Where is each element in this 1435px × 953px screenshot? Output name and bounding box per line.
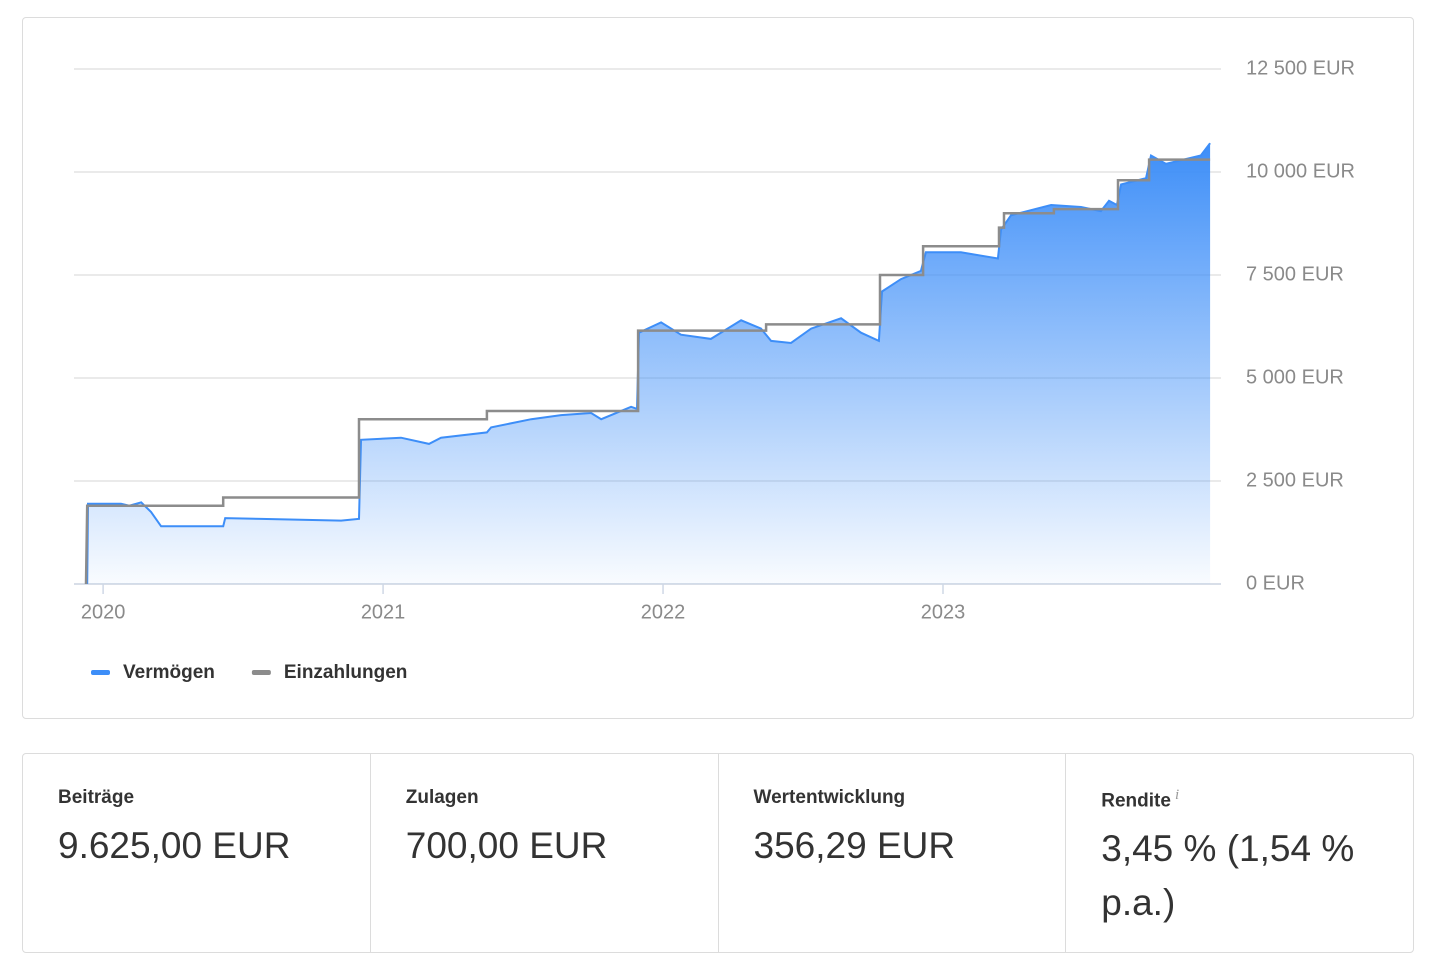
stat-value: 700,00 EUR xyxy=(405,825,608,866)
y-tick-label: 12 500 EUR xyxy=(1246,57,1355,79)
y-tick-label: 2 500 EUR xyxy=(1246,469,1344,491)
legend-swatch xyxy=(251,670,271,675)
y-tick-label: 10 000 EUR xyxy=(1246,160,1355,182)
stat-card: Zulagen 700,00 EUR xyxy=(371,754,719,952)
area xyxy=(87,143,1211,584)
info-icon[interactable]: i xyxy=(1174,787,1180,803)
x-tick-label: 2021 xyxy=(361,601,406,623)
stat-label-text: Rendite xyxy=(1101,790,1171,812)
stat-card: Wertentwicklung 356,29 EUR xyxy=(719,754,1067,952)
y-tick-label: 0 EUR xyxy=(1246,572,1305,594)
stat-value: 356,29 EUR xyxy=(753,825,956,866)
stat-label: Wertentwicklung xyxy=(753,787,906,808)
stat-label: Rendite i xyxy=(1101,787,1413,812)
chart-card: 0 EUR 2 500 EUR 5 000 EUR 7 500 EUR 10 000 E… xyxy=(22,17,1414,719)
stat-card: Rendite i 3,45 % (1,54 % p.a.) xyxy=(1066,754,1413,952)
legend-swatch xyxy=(91,670,110,675)
y-tick-label: 5 000 EUR xyxy=(1246,366,1344,388)
legend-label: Vermögen xyxy=(123,662,215,683)
line xyxy=(86,142,1211,585)
stat-value: 9.625,00 EUR xyxy=(58,825,291,866)
y-tick-label: 7 500 EUR xyxy=(1246,263,1344,285)
stat-label: Zulagen xyxy=(405,787,479,808)
x-tick-label: 2022 xyxy=(641,601,686,623)
x-tick-label: 2020 xyxy=(81,601,126,623)
stat-value: 3,45 % (1,54 % p.a.) xyxy=(1101,828,1355,924)
stat-label: Beiträge xyxy=(58,787,135,808)
stats-panel: Beiträge 9.625,00 EUR Zulagen 700,00 EUR… xyxy=(22,753,1414,953)
stat-card: Beiträge 9.625,00 EUR xyxy=(23,754,371,952)
line xyxy=(84,158,1211,585)
x-tick-label: 2023 xyxy=(921,601,966,623)
legend-label: Einzahlungen xyxy=(284,662,408,683)
chart: 0 EUR 2 500 EUR 5 000 EUR 7 500 EUR 10 000 E… xyxy=(74,57,1355,683)
